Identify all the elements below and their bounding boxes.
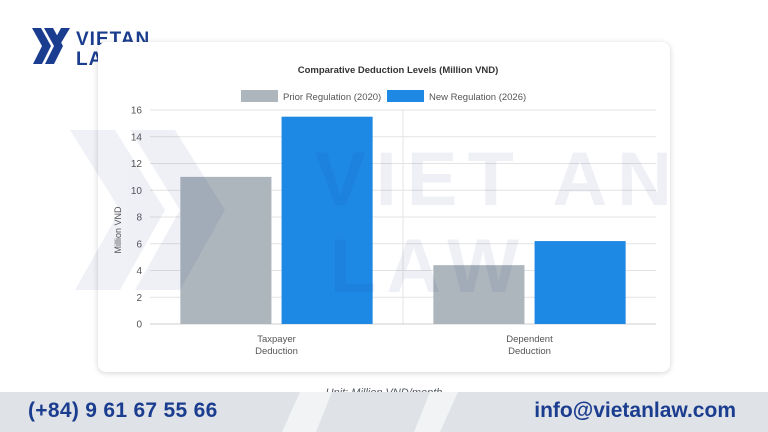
y-tick-label: 6 xyxy=(136,239,142,250)
footer-bar: (+84) 9 61 67 55 66 info@vietanlaw.com xyxy=(0,392,768,432)
bar-prior-1[interactable] xyxy=(433,265,525,324)
y-tick-label: 10 xyxy=(131,186,143,197)
logo-mark-icon xyxy=(32,28,70,64)
y-tick-label: 16 xyxy=(131,106,143,117)
legend-label[interactable]: New Regulation (2026) xyxy=(429,92,526,103)
y-tick-label: 8 xyxy=(136,213,142,224)
chart-title: Comparative Deduction Levels (Million VN… xyxy=(298,65,499,76)
x-axis-ticks: Taxpayer Deduction Dependent Deduction xyxy=(255,334,553,357)
phone-number[interactable]: (+84) 9 61 67 55 66 xyxy=(28,399,218,422)
y-axis-ticks: 0 2 4 6 8 10 12 14 16 xyxy=(131,106,143,331)
x-tick-label: Dependent Deduction xyxy=(506,334,553,357)
chart-legend: Prior Regulation (2020) New Regulation (2… xyxy=(241,90,526,103)
legend-label[interactable]: Prior Regulation (2020) xyxy=(283,92,381,103)
email-address[interactable]: info@vietanlaw.com xyxy=(534,399,736,422)
y-tick-label: 0 xyxy=(136,320,142,331)
bar-new-0[interactable] xyxy=(281,116,373,324)
y-tick-label: 12 xyxy=(131,159,143,170)
legend-swatch xyxy=(241,90,278,102)
y-tick-label: 4 xyxy=(136,266,142,277)
bar-new-1[interactable] xyxy=(534,241,626,324)
y-axis-label: Million VND xyxy=(113,206,123,254)
legend-swatch xyxy=(387,90,424,102)
chart-bars xyxy=(180,116,626,324)
y-tick-label: 14 xyxy=(131,132,143,143)
y-tick-label: 2 xyxy=(136,293,142,304)
bar-prior-0[interactable] xyxy=(180,176,272,324)
bar-chart: Comparative Deduction Levels (Million VN… xyxy=(113,65,656,357)
footer-background xyxy=(0,392,768,432)
x-tick-label: Taxpayer Deduction xyxy=(255,334,298,357)
